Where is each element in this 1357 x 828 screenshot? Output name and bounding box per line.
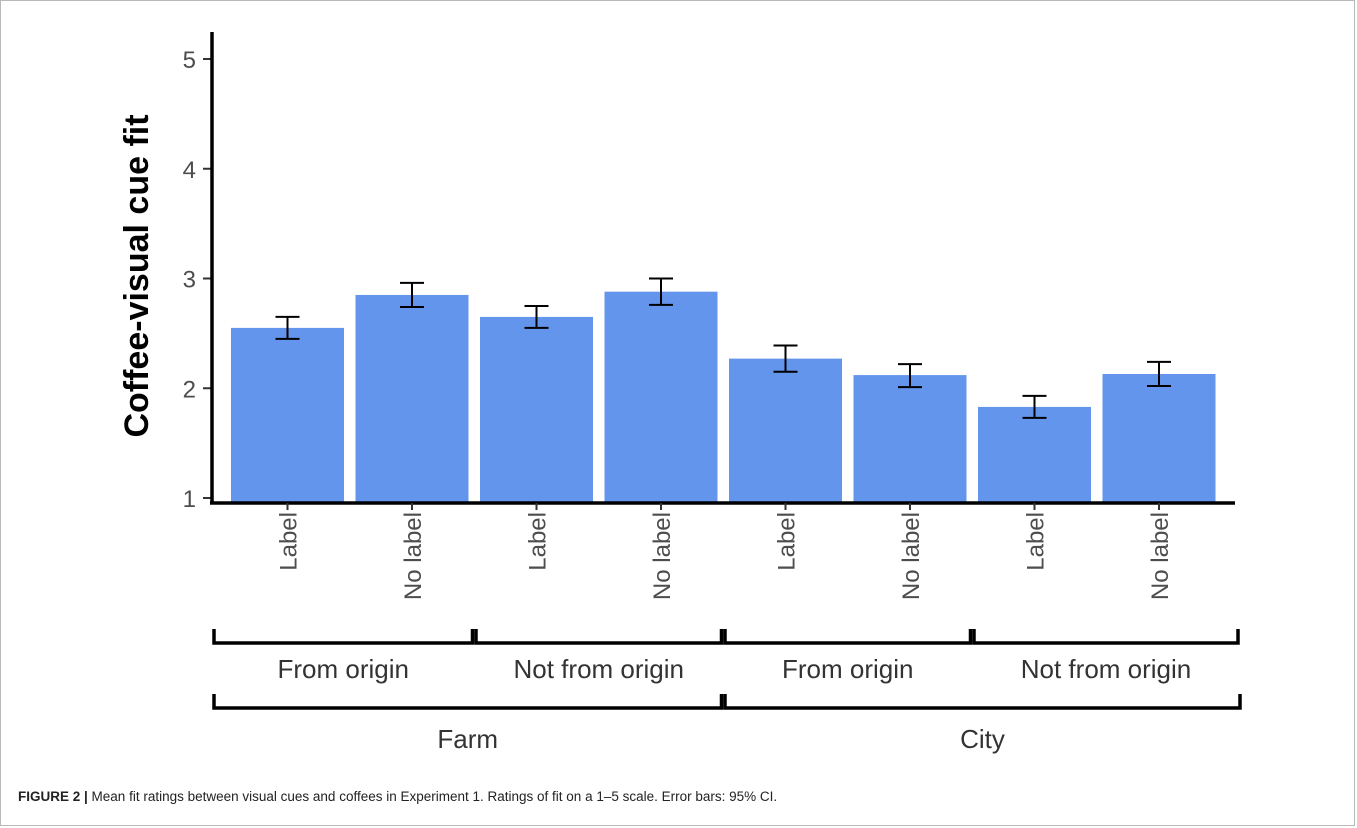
x-tick-label: Label: [525, 512, 552, 571]
caption-figure-label: FIGURE 2 |: [18, 789, 88, 804]
error-bars: [275, 277, 1171, 419]
bars: [231, 291, 1216, 503]
x-tick-label: No label: [898, 512, 925, 600]
bar: [231, 327, 344, 503]
y-tick-label: 2: [183, 376, 196, 403]
group-level2-bracket: [212, 694, 724, 710]
group-level1-label: Not from origin: [1021, 654, 1192, 684]
group-level1-bracket: [474, 629, 724, 645]
x-tick-label: Label: [276, 512, 303, 571]
group-level1-label: From origin: [278, 654, 409, 684]
y-tick-label: 5: [183, 47, 196, 74]
y-axis-label: Coffee-visual cue fit: [118, 114, 156, 437]
group-level2-bracket: [723, 694, 1242, 710]
bar: [1102, 373, 1216, 503]
group-level2-label: Farm: [437, 724, 498, 754]
group-level1: From origin Not from origin From origin Not…: [212, 629, 1240, 684]
bar: [480, 316, 593, 503]
group-level1-label: From origin: [782, 654, 913, 684]
x-tick-label: Label: [774, 512, 801, 571]
figure-caption: FIGURE 2 | Mean fit ratings between visu…: [18, 789, 777, 804]
category-labels: Label No label Label No label Label No label L…: [276, 503, 1174, 600]
bar-chart: Coffee-visual cue fit 1 2 3 4 5 Label No labe…: [118, 32, 1242, 754]
group-level2-label: City: [960, 724, 1005, 754]
group-level1-bracket: [723, 629, 973, 645]
group-level2: Farm City: [212, 694, 1242, 754]
x-tick-label: No label: [1147, 512, 1174, 600]
bar: [729, 358, 842, 503]
x-tick-label: No label: [400, 512, 427, 600]
group-level1-bracket: [212, 629, 475, 645]
bar: [978, 406, 1091, 503]
y-axis-label-group: Coffee-visual cue fit: [118, 114, 156, 437]
bar: [355, 294, 469, 503]
x-tick-label: Label: [1023, 512, 1050, 571]
group-level1-bracket: [972, 629, 1240, 645]
y-tick-label: 3: [183, 267, 196, 294]
y-tick-label: 4: [183, 157, 196, 184]
bar: [604, 291, 718, 503]
group-level1-label: Not from origin: [514, 654, 685, 684]
y-ticks: 1 2 3 4 5: [183, 47, 212, 513]
y-tick-label: 1: [183, 486, 196, 513]
x-tick-label: No label: [649, 512, 676, 600]
bar: [853, 375, 967, 503]
caption-text: Mean fit ratings between visual cues and…: [87, 789, 778, 804]
